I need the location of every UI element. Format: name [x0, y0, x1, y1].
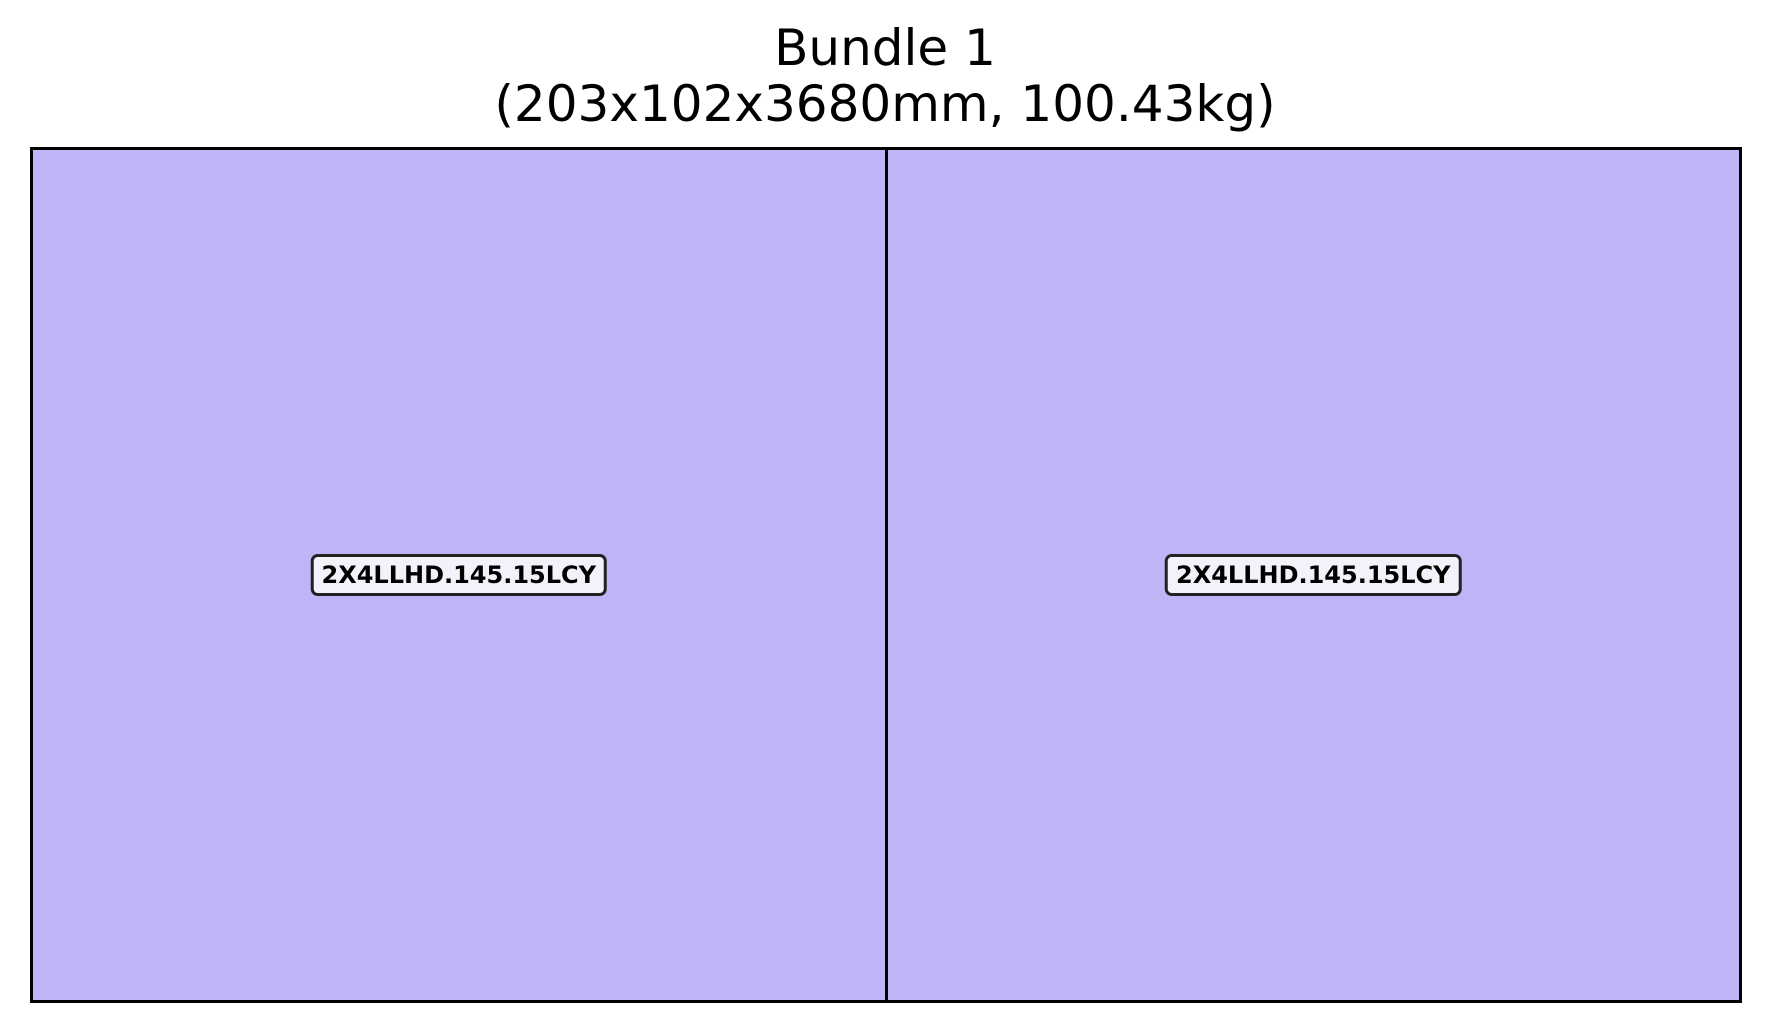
diagram-subtitle: (203x102x3680mm, 100.43kg) [494, 75, 1276, 133]
lumber-piece: 2X4LLHD.145.15LCY [33, 150, 885, 1000]
piece-label: 2X4LLHD.145.15LCY [310, 554, 608, 596]
diagram-title: Bundle 1 [774, 19, 996, 77]
piece-label: 2X4LLHD.145.15LCY [1164, 554, 1462, 596]
bundle-cross-section: 2X4LLHD.145.15LCY 2X4LLHD.145.15LCY [30, 147, 1742, 1003]
lumber-piece: 2X4LLHD.145.15LCY [884, 150, 1739, 1000]
diagram-title-block: Bundle 1 (203x102x3680mm, 100.43kg) [0, 20, 1770, 132]
